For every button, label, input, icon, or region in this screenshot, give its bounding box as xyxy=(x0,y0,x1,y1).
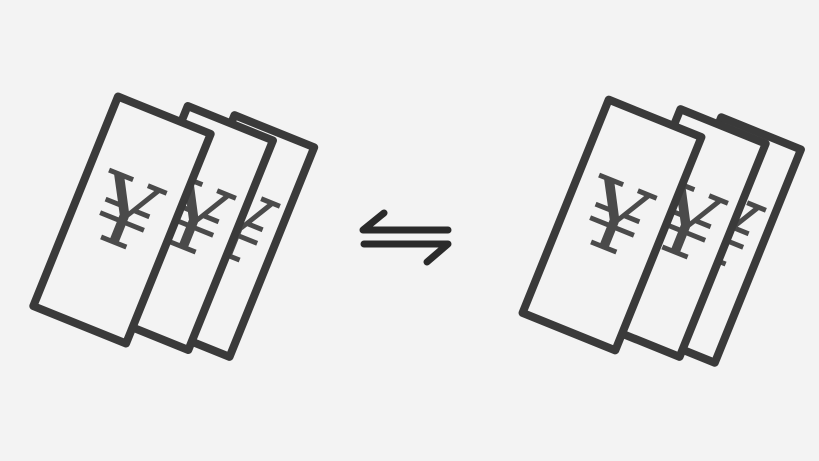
right-banknote-stack: ¥ ¥ ¥ xyxy=(518,95,805,367)
banknote-front-left: ¥ xyxy=(29,92,215,348)
banknote-front-right: ¥ xyxy=(518,95,706,355)
left-banknote-stack: ¥ ¥ ¥ xyxy=(29,92,319,361)
exchange-arrows-icon xyxy=(359,209,452,266)
